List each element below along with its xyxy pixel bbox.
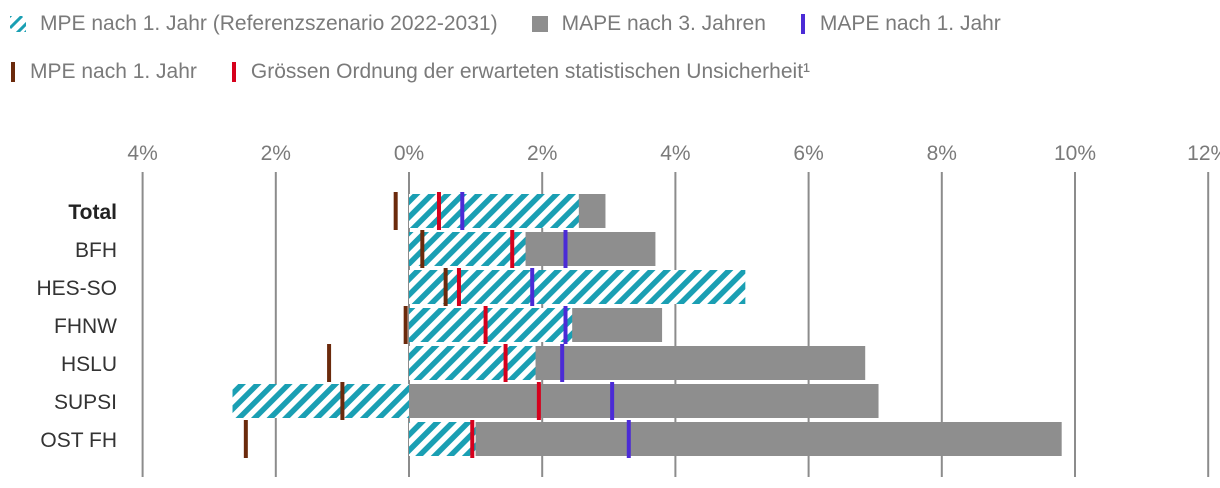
red-line-icon	[231, 62, 236, 82]
marker-uncertainty	[436, 192, 441, 230]
tick-label: 4%	[660, 142, 690, 165]
bar-mpe-ref	[409, 308, 573, 342]
legend-item-mape1: MAPE nach 1. Jahr	[800, 12, 1001, 36]
tick-label: 2%	[527, 142, 557, 165]
legend-row-2: MPE nach 1. Jahr Grössen Ordnung der erw…	[10, 60, 844, 84]
marker-mape1	[560, 344, 565, 382]
gray-square-icon	[531, 16, 548, 32]
bar-mpe-ref	[409, 270, 746, 304]
marker-uncertainty	[503, 344, 508, 382]
marker-mape1	[563, 230, 568, 268]
marker-mape1	[626, 420, 631, 458]
marker-uncertainty	[470, 420, 475, 458]
legend-label-mape1: MAPE nach 1. Jahr	[819, 12, 1001, 35]
marker-mpe1	[393, 192, 398, 230]
tick-label: 0%	[394, 142, 424, 165]
marker-mape1	[460, 192, 465, 230]
bar-mape3	[409, 384, 879, 418]
bar-mape3	[409, 422, 1062, 456]
bars	[232, 194, 1062, 456]
legend-row-1: MPE nach 1. Jahr (Referenzszenario 2022-…	[10, 12, 1035, 36]
legend-label-mpe-ref: MPE nach 1. Jahr (Referenzszenario 2022-…	[40, 12, 498, 35]
bar-mpe-ref	[409, 232, 526, 266]
marker-mape1	[530, 268, 535, 306]
tick-label: 2%	[261, 142, 291, 165]
tick-label: 12%	[1187, 142, 1220, 165]
tick-label: 6%	[793, 142, 823, 165]
legend-label-mpe1: MPE nach 1. Jahr	[30, 60, 197, 83]
legend-item-mape3: MAPE nach 3. Jahren	[531, 12, 766, 36]
marker-mape1	[563, 306, 568, 344]
tick-label: 10%	[1054, 142, 1096, 165]
bar-mpe-ref	[409, 422, 476, 456]
marker-mpe1	[327, 344, 332, 382]
tick-label: 8%	[927, 142, 957, 165]
tick-label: 4%	[127, 142, 157, 165]
legend-label-mape3: MAPE nach 3. Jahren	[561, 12, 766, 35]
category-label: HSLU	[61, 353, 117, 376]
category-label: OST FH	[40, 429, 117, 452]
marker-uncertainty	[536, 382, 541, 420]
blue-line-icon	[800, 14, 805, 34]
category-label: HES-SO	[36, 277, 117, 300]
markers	[243, 192, 631, 458]
marker-mape1	[610, 382, 615, 420]
bar-mpe-ref	[409, 194, 579, 228]
bar-mpe-ref	[409, 346, 536, 380]
legend-item-mpe1: MPE nach 1. Jahr	[10, 60, 197, 84]
category-labels: Total BFH HES-SO FHNW HSLU SUPSI OST FH	[36, 201, 117, 452]
marker-uncertainty	[510, 230, 515, 268]
category-label: FHNW	[54, 315, 117, 338]
bar-mpe-ref	[232, 384, 409, 418]
legend-item-unc: Grössen Ordnung der erwarteten statistis…	[231, 60, 810, 84]
category-label: SUPSI	[54, 391, 117, 414]
marker-mpe1	[403, 306, 408, 344]
category-label: Total	[68, 201, 117, 224]
category-label: BFH	[75, 239, 117, 262]
marker-uncertainty	[456, 268, 461, 306]
marker-mpe1	[420, 230, 425, 268]
legend-label-unc: Grössen Ordnung der erwarteten statistis…	[250, 60, 811, 83]
hatched-square-icon	[10, 16, 26, 32]
marker-mpe1	[443, 268, 448, 306]
marker-mpe1	[243, 420, 248, 458]
marker-uncertainty	[483, 306, 488, 344]
x-axis-ticks: 4% 2% 0% 2% 4% 6% 8% 10% 12%	[127, 142, 1220, 165]
legend-item-mpe-ref: MPE nach 1. Jahr (Referenzszenario 2022-…	[10, 12, 498, 36]
brown-line-icon	[11, 62, 15, 82]
marker-mpe1	[340, 382, 345, 420]
